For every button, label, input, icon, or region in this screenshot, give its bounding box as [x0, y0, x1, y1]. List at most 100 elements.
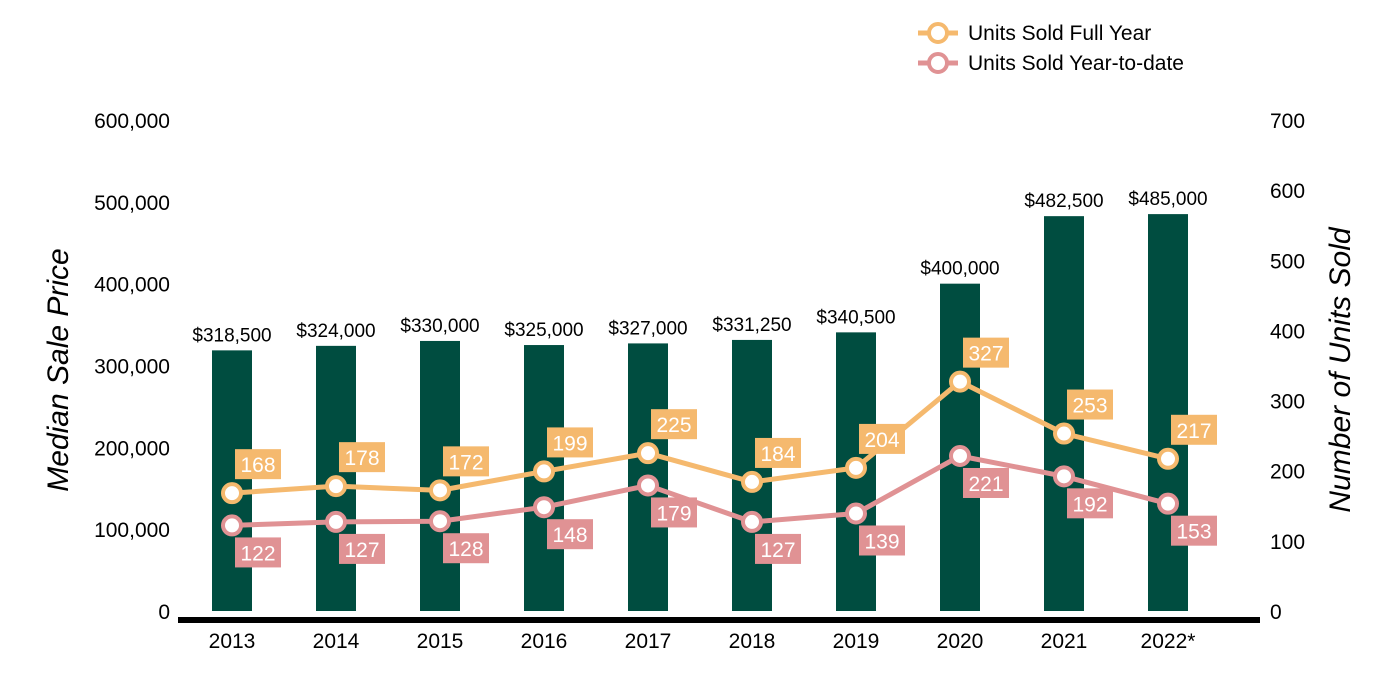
data-label-box [963, 467, 1009, 498]
x-tick-label: 2020 [937, 630, 984, 653]
x-tick-label: 2013 [209, 630, 256, 653]
bar-value-label: $485,000 [1128, 189, 1207, 210]
y-right-tick-label: 500 [1270, 250, 1305, 273]
y-tick-label: 100,000 [94, 519, 170, 542]
bar-2022* [1148, 214, 1188, 611]
bar-value-label: $340,500 [816, 307, 895, 328]
data-label: 172 [448, 451, 483, 474]
series-point [221, 482, 243, 505]
x-tick-label: 2022* [1141, 630, 1196, 653]
series-point [741, 470, 763, 493]
legend-marker-year-to-date [927, 52, 949, 74]
y-right-axis-title: Number of Units Sold [1324, 226, 1357, 512]
bar-2013 [212, 350, 252, 611]
data-label-box [443, 533, 489, 564]
bar-value-label: $318,500 [192, 325, 271, 346]
series-point [949, 444, 971, 467]
y-tick-label: 0 [158, 601, 170, 624]
series-point [845, 502, 867, 525]
data-label-box [547, 427, 593, 458]
y-right-tick-label: 0 [1270, 601, 1282, 624]
data-label-box [235, 537, 281, 568]
legend-label-year-to-date: Units Sold Year-to-date [968, 52, 1184, 75]
data-label-box [963, 337, 1009, 368]
data-label: 153 [1176, 521, 1211, 544]
legend-item-year-to-date: Units Sold Year-to-date [918, 52, 1184, 75]
lines-layer [221, 370, 1179, 537]
y-right-tick-label: 600 [1270, 180, 1305, 203]
series-point [637, 474, 659, 497]
data-label-box [651, 409, 697, 440]
data-label-box [1067, 389, 1113, 420]
data-label-box [859, 525, 905, 556]
series-point [1053, 422, 1075, 445]
legend: Units Sold Full Year Units Sold Year-to-… [918, 22, 1184, 75]
data-label: 327 [968, 343, 1003, 366]
data-label: 217 [1176, 420, 1211, 443]
data-label: 199 [552, 432, 587, 455]
legend-label-full-year: Units Sold Full Year [968, 22, 1151, 45]
series-point [429, 479, 451, 502]
data-label-box [755, 437, 801, 468]
y-right-tick-label: 700 [1270, 110, 1305, 133]
data-label: 225 [656, 414, 691, 437]
y-tick-label: 500,000 [94, 192, 170, 215]
data-label: 204 [864, 429, 899, 452]
legend-marker-full-year [927, 22, 949, 44]
data-label: 139 [864, 531, 899, 554]
bar-value-label: $400,000 [920, 259, 999, 280]
series-point [741, 510, 763, 533]
data-label: 221 [968, 473, 1003, 496]
data-label: 128 [448, 538, 483, 561]
data-label-box [339, 533, 385, 564]
x-tick-label: 2014 [313, 630, 360, 653]
series-line-year-to-date [231, 453, 1169, 528]
data-label: 168 [240, 454, 275, 477]
data-label: 127 [760, 539, 795, 562]
data-label-box [1171, 414, 1217, 445]
series-line-full-year [231, 379, 1169, 496]
data-label-box [859, 423, 905, 454]
x-tick-label: 2018 [729, 630, 776, 653]
data-label-box [443, 446, 489, 477]
x-tick-label: 2021 [1041, 630, 1088, 653]
series-point [533, 496, 555, 519]
legend-item-full-year: Units Sold Full Year [918, 22, 1151, 45]
labels-layer: $318,500 $324,000 $330,000 $325,000 $327,000… [192, 189, 1217, 568]
data-label-box [1171, 515, 1217, 546]
data-label: 122 [240, 542, 275, 565]
series-point [1053, 465, 1075, 488]
bar-value-label: $324,000 [296, 321, 375, 342]
series-point [637, 442, 659, 465]
x-tick-label: 2019 [833, 630, 880, 653]
data-label-box [339, 442, 385, 473]
data-label: 148 [552, 524, 587, 547]
data-label-box [651, 497, 697, 528]
x-tick-label: 2016 [521, 630, 568, 653]
series-point [1157, 492, 1179, 515]
y-tick-label: 300,000 [94, 356, 170, 379]
y-axis-title: Median Sale Price [42, 248, 75, 491]
data-label: 127 [344, 539, 379, 562]
data-label: 253 [1072, 395, 1107, 418]
bar-value-label: $325,000 [504, 320, 583, 341]
y-tick-label: 400,000 [94, 274, 170, 297]
y-right-tick-label: 400 [1270, 320, 1305, 343]
data-label: 192 [1072, 493, 1107, 516]
bar-value-label: $331,250 [712, 315, 791, 336]
data-label: 184 [760, 443, 795, 466]
series-point [845, 456, 867, 479]
series-point [1157, 447, 1179, 470]
data-label-box [1067, 488, 1113, 519]
y-right-tick-label: 100 [1270, 531, 1305, 554]
data-label: 179 [656, 502, 691, 525]
y-tick-label: 200,000 [94, 437, 170, 460]
data-label-box [235, 449, 281, 480]
series-point [949, 370, 971, 393]
y-tick-label: 600,000 [94, 110, 170, 133]
data-label: 178 [344, 447, 379, 470]
bar-value-label: $482,500 [1024, 191, 1103, 212]
axes-layer: 2013 2014 2015 2016 2017 2018 2019 2020 2021 2022… [94, 110, 1305, 653]
bar-value-label: $327,000 [608, 318, 687, 339]
